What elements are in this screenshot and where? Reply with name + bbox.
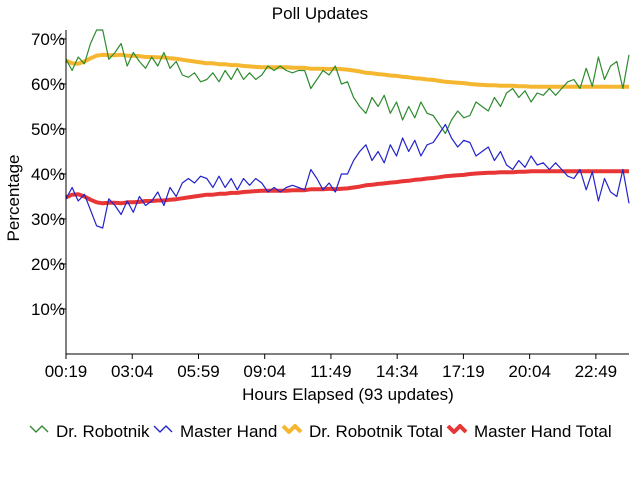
- series-line-dr-robotnik-total: [65, 52, 629, 89]
- legend-swatch: [446, 424, 468, 434]
- legend-label: Master Hand Total: [474, 422, 612, 441]
- y-axis-ticks: 10% 20% 30% 40% 50% 60% 70%: [31, 30, 66, 319]
- legend-swatch: [281, 424, 303, 434]
- chart-title: Poll Updates: [272, 4, 368, 23]
- series-line-master-hand: [65, 123, 630, 229]
- legend-label: Dr. Robotnik Total: [309, 422, 443, 441]
- x-tick-label: 20:04: [508, 362, 551, 381]
- y-tick-label: 20%: [31, 255, 65, 274]
- legend-label: Master Hand: [180, 422, 277, 441]
- legend-swatch: [29, 425, 49, 433]
- y-tick-label: 70%: [31, 30, 65, 49]
- x-tick-label: 17:19: [442, 362, 485, 381]
- legend-label: Dr. Robotnik: [56, 422, 150, 441]
- y-axis-label: Percentage: [4, 155, 23, 242]
- x-tick-label: 14:34: [376, 362, 419, 381]
- x-axis-ticks: 00:19 03:04 05:59 09:04 11:49 14:34 17:19 20:04…: [45, 354, 617, 381]
- y-tick-label: 60%: [31, 75, 65, 94]
- legend-swatch: [153, 425, 173, 433]
- series-line-dr-robotnik: [65, 29, 630, 135]
- x-tick-label: 22:49: [575, 362, 618, 381]
- y-tick-label: 30%: [31, 210, 65, 229]
- x-tick-label: 00:19: [45, 362, 88, 381]
- y-tick-label: 40%: [31, 165, 65, 184]
- x-tick-label: 03:04: [111, 362, 154, 381]
- y-tick-label: 50%: [31, 120, 65, 139]
- plot-series: [65, 29, 630, 229]
- x-tick-label: 09:04: [243, 362, 286, 381]
- legend: Dr. Robotnik Master Hand Dr. Robotnik Tota…: [29, 422, 612, 441]
- series-line-master-hand-total: [65, 169, 629, 206]
- x-tick-label: 05:59: [177, 362, 220, 381]
- x-axis-label: Hours Elapsed (93 updates): [242, 385, 454, 404]
- x-tick-label: 11:49: [310, 362, 351, 381]
- y-tick-label: 10%: [31, 300, 65, 319]
